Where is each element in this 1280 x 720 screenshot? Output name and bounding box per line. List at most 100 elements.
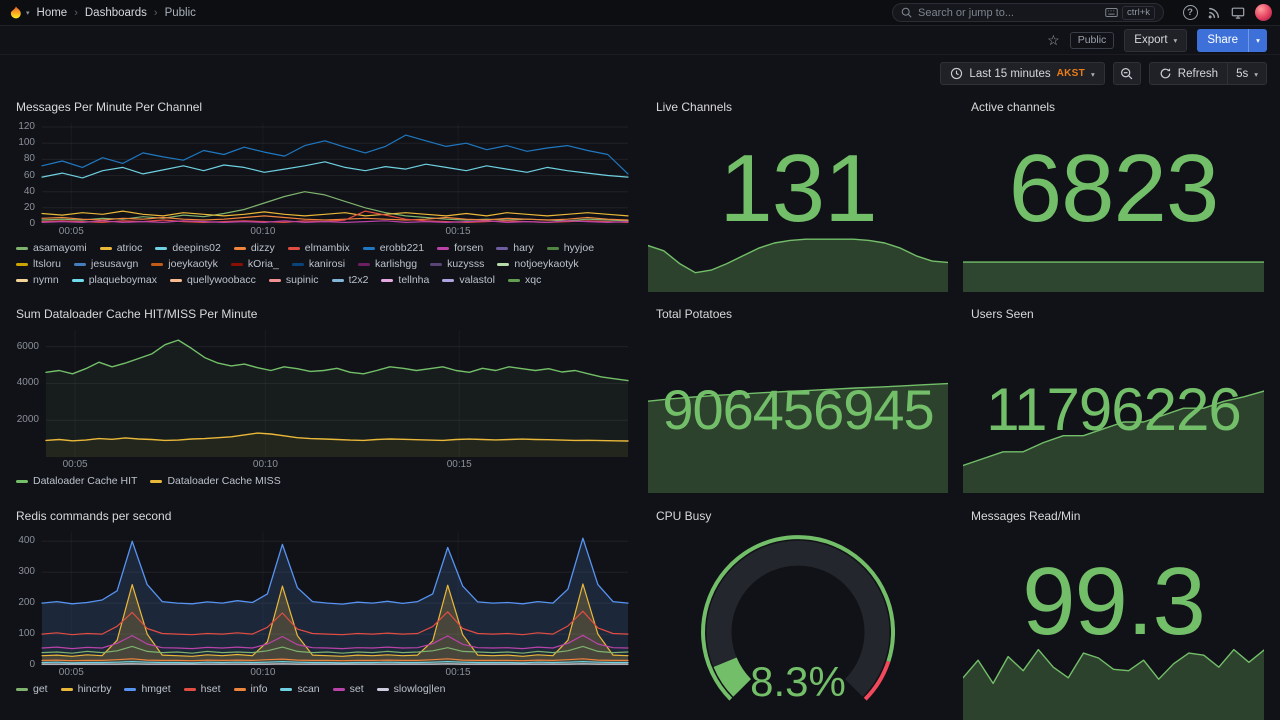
legend-item[interactable]: jesusavgn <box>74 257 138 272</box>
breadcrumb-separator-icon: › <box>74 6 78 19</box>
legend-item[interactable]: hincrby <box>60 682 111 697</box>
legend-item[interactable]: info <box>233 682 268 697</box>
panel-title[interactable]: Messages Read/Min <box>971 509 1081 523</box>
legend-label: xqc <box>524 274 542 286</box>
legend-item[interactable]: valastol <box>442 273 495 288</box>
legend-item[interactable]: quellywoobacc <box>169 273 256 288</box>
series-color-marker <box>442 279 455 282</box>
legend-label: get <box>33 683 48 695</box>
sparkline <box>963 222 1264 292</box>
visibility-badge: Public <box>1069 31 1115 49</box>
chart-canvas[interactable] <box>963 222 1264 292</box>
legend-item[interactable]: dizzy <box>233 241 275 256</box>
news-rss-icon[interactable] <box>1202 2 1226 24</box>
breadcrumb-home[interactable]: Home <box>36 6 68 19</box>
chevron-down-icon[interactable]: ▾ <box>26 9 30 17</box>
dashboard-toolbar: ☆ Public Export ▾ Share ▾ <box>0 26 1280 55</box>
y-axis-tick-label: 0 <box>29 659 35 670</box>
share-button[interactable]: Share <box>1197 28 1248 52</box>
legend-item[interactable]: asamayomi <box>16 241 87 256</box>
panel-title[interactable]: Active channels <box>971 100 1056 114</box>
time-range-picker[interactable]: Last 15 minutes AKST ▾ <box>940 62 1105 85</box>
legend-item[interactable]: notjoeykaotyk <box>497 257 579 272</box>
y-axis-tick-label: 300 <box>18 566 35 578</box>
legend-item[interactable]: xqc <box>507 273 542 288</box>
zoom-out-button[interactable] <box>1112 62 1141 85</box>
panel-redis-commands: Redis commands per second 0 100 200 300 400 0… <box>8 504 632 701</box>
legend-item[interactable]: forsen <box>437 241 483 256</box>
help-button[interactable]: ? <box>1178 2 1202 24</box>
legend-item[interactable]: karlishgg <box>358 257 417 272</box>
panel-title[interactable]: Total Potatoes <box>656 307 733 321</box>
time-series-chart[interactable]: 0 100 200 300 400 00:05 00:10 00:15 <box>8 526 632 680</box>
legend-item[interactable]: set <box>332 682 364 697</box>
series-color-marker <box>381 279 394 282</box>
panel-title[interactable]: CPU Busy <box>656 509 712 523</box>
chart-canvas[interactable] <box>648 234 948 292</box>
grafana-logo-icon[interactable] <box>8 5 24 21</box>
keyboard-icon <box>1105 8 1118 17</box>
share-dropdown-button[interactable]: ▾ <box>1248 28 1267 52</box>
chart-canvas[interactable] <box>8 324 632 472</box>
breadcrumb-dashboards[interactable]: Dashboards <box>84 6 147 19</box>
legend-label: ltsloru <box>33 258 62 270</box>
series-color-marker <box>60 688 73 691</box>
legend-item[interactable]: kanirosi <box>291 257 345 272</box>
legend-label: info <box>250 683 268 695</box>
chevron-down-icon: ▾ <box>1256 36 1260 45</box>
legend-item[interactable]: hyyjoe <box>546 241 594 256</box>
legend-item[interactable]: kuzysss <box>430 257 484 272</box>
legend-item[interactable]: hary <box>496 241 534 256</box>
favorite-star-icon[interactable]: ☆ <box>1047 31 1060 48</box>
time-series-chart[interactable]: 2000 4000 6000 00:05 00:10 00:15 <box>8 324 632 472</box>
legend-item[interactable]: slowlog|len <box>376 682 445 697</box>
legend-item[interactable]: Dataloader Cache MISS <box>150 474 281 489</box>
legend-item[interactable]: t2x2 <box>331 273 368 288</box>
display-kiosk-icon[interactable] <box>1226 2 1250 24</box>
legend-item[interactable]: hmget <box>124 682 171 697</box>
y-axis-tick-label: 400 <box>18 535 35 547</box>
chart-canvas[interactable] <box>648 380 948 493</box>
legend-item[interactable]: hset <box>183 682 221 697</box>
legend-item[interactable]: Dataloader Cache HIT <box>16 474 137 489</box>
search-input[interactable]: Search or jump to... ctrl+k <box>892 3 1164 22</box>
time-series-chart[interactable]: 0 20 40 60 80 100 120 00:05 00:10 00:15 <box>8 117 632 239</box>
export-button[interactable]: Export ▾ <box>1124 28 1188 52</box>
chart-canvas[interactable] <box>8 117 632 239</box>
legend-item[interactable]: elmambix <box>287 241 350 256</box>
legend-item[interactable]: nymn <box>16 273 59 288</box>
sparkline <box>648 234 948 292</box>
panel-messages-per-minute: Messages Per Minute Per Channel 0 20 40 60 8… <box>8 95 632 292</box>
sparkline <box>963 383 1264 493</box>
legend-item[interactable]: plaqueboymax <box>71 273 157 288</box>
legend-item[interactable]: tellnha <box>381 273 429 288</box>
series-color-marker <box>99 247 112 250</box>
legend-label: plaqueboymax <box>88 274 157 286</box>
series-color-marker <box>430 263 443 266</box>
legend-label: kOria_ <box>247 258 279 270</box>
legend-item[interactable]: erobb221 <box>362 241 424 256</box>
panel-title[interactable]: Redis commands per second <box>16 509 172 523</box>
legend-item[interactable]: kOria_ <box>230 257 279 272</box>
chart-canvas[interactable] <box>963 383 1264 493</box>
stat-value: 131 <box>719 134 877 242</box>
panel-title[interactable]: Live Channels <box>656 100 733 114</box>
legend-item[interactable]: scan <box>280 682 320 697</box>
cpu-gauge[interactable] <box>648 526 948 711</box>
refresh-interval-dropdown[interactable]: 5s ▾ <box>1228 62 1267 85</box>
panel-title[interactable]: Sum Dataloader Cache HIT/MISS Per Minute <box>16 307 258 321</box>
legend-item[interactable]: atrioc <box>99 241 142 256</box>
user-avatar[interactable] <box>1255 4 1272 21</box>
x-axis-tick-label: 00:10 <box>252 459 278 470</box>
legend-item[interactable]: joeykaotyk <box>151 257 218 272</box>
legend-item[interactable]: supinic <box>268 273 319 288</box>
legend-item[interactable]: ltsloru <box>16 257 61 272</box>
panel-title[interactable]: Messages Per Minute Per Channel <box>16 100 203 114</box>
breadcrumb-public[interactable]: Public <box>164 6 196 19</box>
chart-canvas[interactable] <box>963 632 1264 720</box>
refresh-button[interactable]: Refresh <box>1148 62 1229 85</box>
legend-item[interactable]: deepins02 <box>155 241 221 256</box>
chart-canvas[interactable] <box>8 526 632 680</box>
legend-item[interactable]: get <box>16 682 48 697</box>
panel-title[interactable]: Users Seen <box>971 307 1034 321</box>
